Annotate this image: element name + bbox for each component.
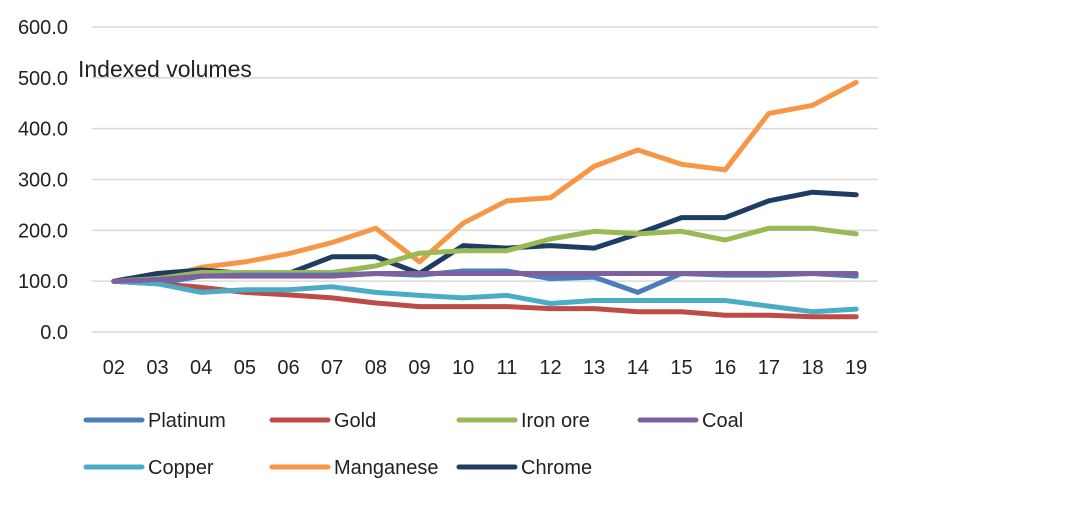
y-tick-label: 300.0 bbox=[18, 170, 68, 192]
x-tick-label: 14 bbox=[627, 357, 649, 379]
gridlines bbox=[92, 26, 878, 333]
x-axis-ticks: 02 03 04 05 06 07 08 09 10 11 12 13 14 15 16 17 18 19 bbox=[103, 357, 868, 379]
series-line-copper bbox=[111, 278, 859, 315]
y-tick-label: 400.0 bbox=[18, 119, 68, 141]
legend-label-gold: Gold bbox=[334, 410, 376, 432]
legend-label-platinum: Platinum bbox=[148, 410, 226, 432]
legend-label-copper: Copper bbox=[148, 457, 214, 479]
y-tick-label: 200.0 bbox=[18, 220, 68, 242]
legend: Platinum Gold Iron ore Coal Copper Manganese C… bbox=[83, 410, 743, 479]
x-tick-label: 13 bbox=[583, 357, 605, 379]
series-line-manganese bbox=[111, 79, 859, 284]
x-tick-label: 02 bbox=[103, 357, 125, 379]
x-tick-label: 10 bbox=[452, 357, 474, 379]
legend-label-iron-ore: Iron ore bbox=[521, 410, 590, 432]
x-tick-label: 12 bbox=[539, 357, 561, 379]
chart-title: Indexed volumes bbox=[78, 56, 252, 82]
legend-label-manganese: Manganese bbox=[334, 457, 439, 479]
x-tick-label: 04 bbox=[190, 357, 212, 379]
x-tick-label: 15 bbox=[670, 357, 692, 379]
x-tick-label: 03 bbox=[146, 357, 168, 379]
series-line-coal bbox=[111, 271, 859, 284]
y-tick-label: 600.0 bbox=[18, 17, 68, 39]
y-tick-label: 100.0 bbox=[18, 271, 68, 293]
x-tick-label: 17 bbox=[758, 357, 780, 379]
y-axis-ticks: 0.0 100.0 200.0 300.0 400.0 500.0 600.0 bbox=[18, 17, 68, 344]
series-lines bbox=[111, 79, 859, 320]
x-tick-label: 08 bbox=[365, 357, 387, 379]
series-line-iron-ore bbox=[111, 225, 859, 284]
x-tick-label: 06 bbox=[277, 357, 299, 379]
x-tick-label: 09 bbox=[408, 357, 430, 379]
x-tick-label: 19 bbox=[845, 357, 867, 379]
x-tick-label: 16 bbox=[714, 357, 736, 379]
x-tick-label: 05 bbox=[234, 357, 256, 379]
y-tick-label: 0.0 bbox=[40, 322, 68, 344]
legend-label-coal: Coal bbox=[702, 410, 743, 432]
x-tick-label: 18 bbox=[801, 357, 823, 379]
y-tick-label: 500.0 bbox=[18, 68, 68, 90]
x-tick-label: 07 bbox=[321, 357, 343, 379]
legend-label-chrome: Chrome bbox=[521, 457, 592, 479]
x-tick-label: 11 bbox=[496, 357, 517, 379]
